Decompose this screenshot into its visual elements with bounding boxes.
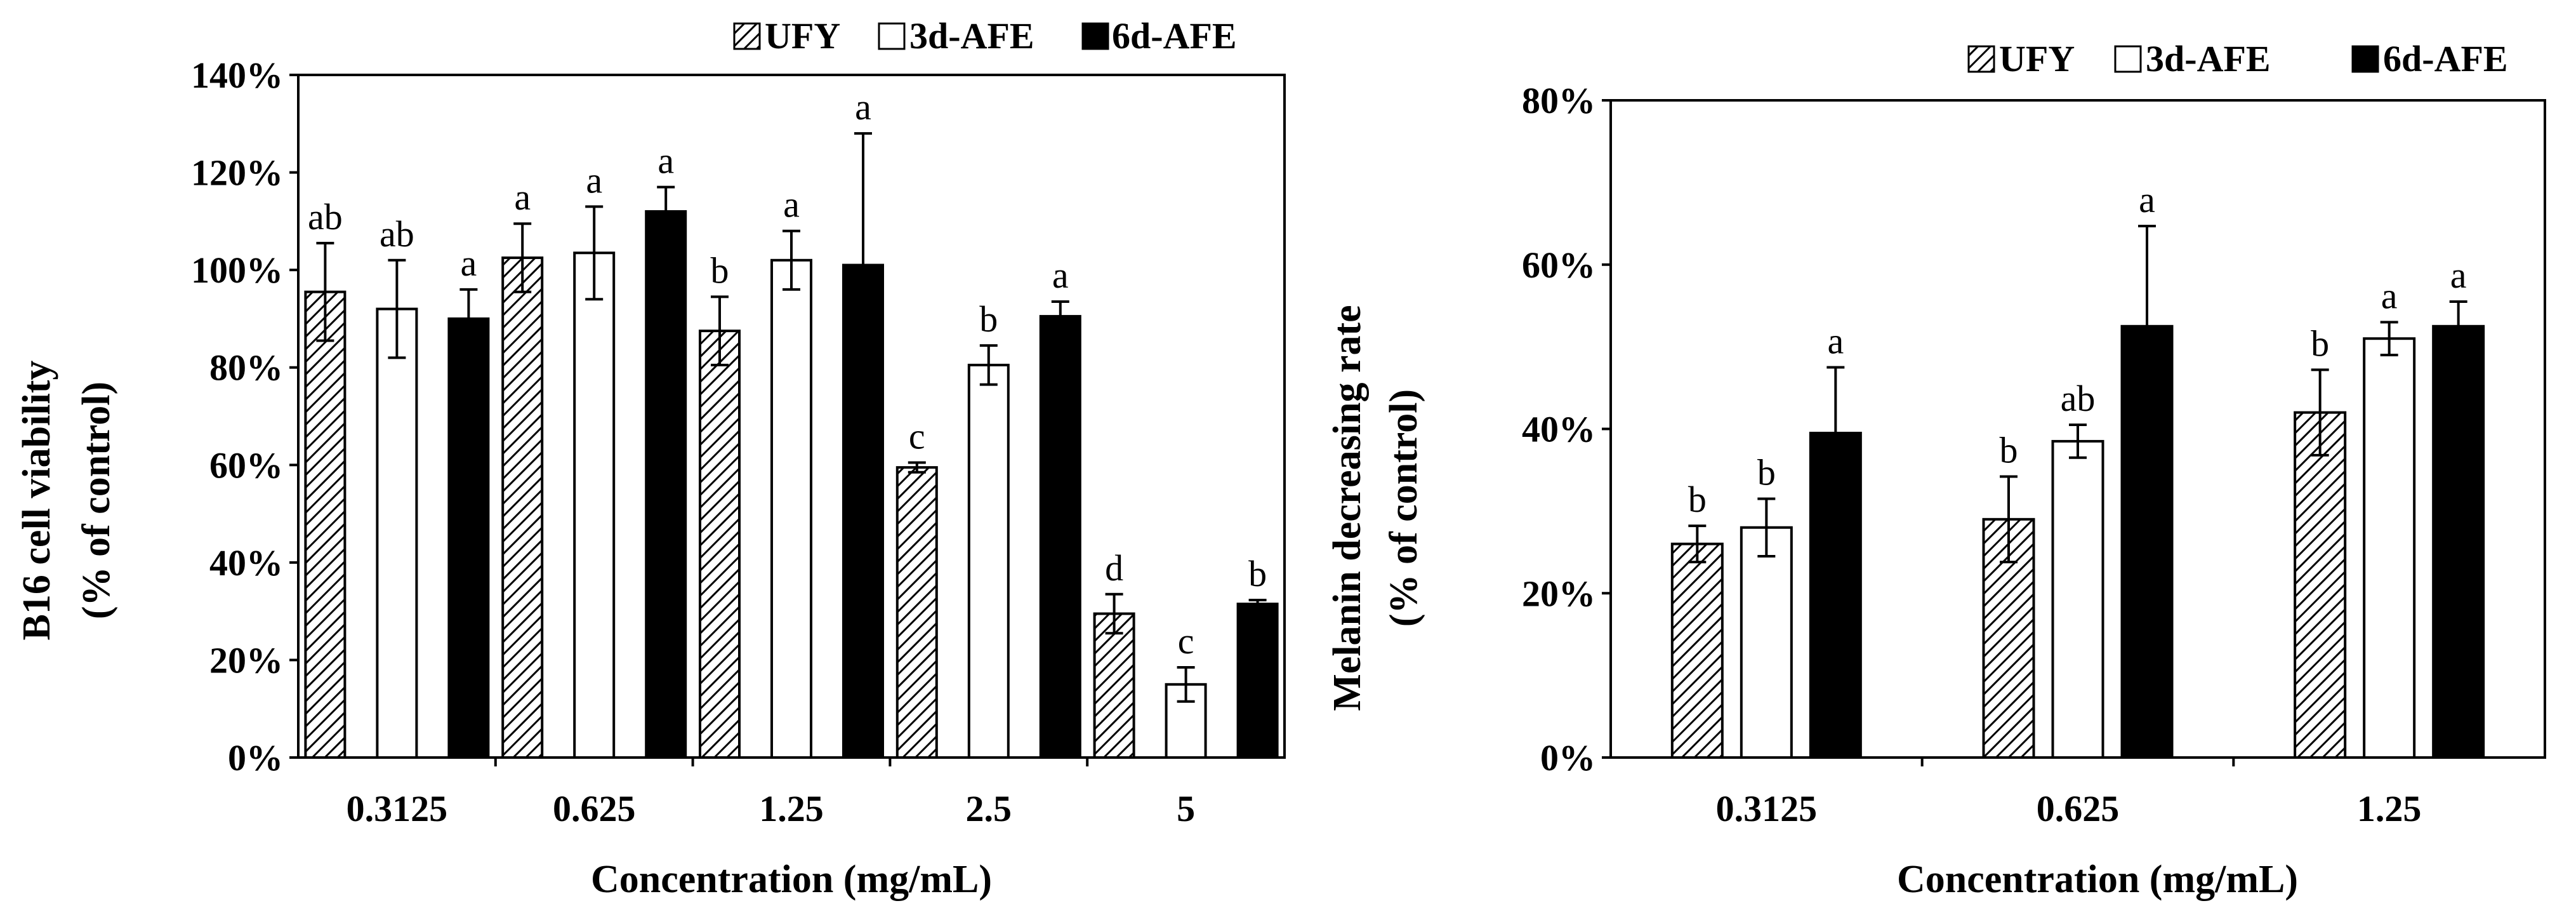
x-tick-label: 0.625 [2037, 788, 2120, 829]
y-tick-label: 60% [1522, 244, 1595, 286]
legend-swatch-3d-afe [2114, 45, 2142, 73]
y-tick-label: 0% [1540, 737, 1595, 778]
significance-letter-6d-afe: a [1827, 320, 1844, 361]
bar-ufy [1670, 542, 1724, 759]
significance-letter-6d-afe: b [1248, 553, 1267, 594]
legend-label-3d-afe: 3d-AFE [909, 15, 1034, 57]
significance-letter-ufy: b [711, 250, 729, 291]
legend-item-ufy: UFY [1967, 38, 2075, 79]
x-tick-label: 1.25 [2357, 788, 2422, 829]
x-axis-title: Concentration (mg/mL) [591, 858, 992, 901]
y-tick-label: 60% [209, 444, 283, 486]
significance-letter-3d-afe: c [1178, 620, 1194, 662]
significance-letter-ufy: b [2311, 323, 2329, 364]
cell-viability-chart: UFY 3d-AFE 6d-AFE B16 cell viability (% … [15, 15, 1286, 901]
y-tick-label: 120% [191, 152, 283, 194]
significance-letter-ufy: b [1688, 479, 1707, 520]
significance-letter-3d-afe: b [1757, 451, 1776, 493]
significance-letter-3d-afe: a [586, 159, 602, 201]
legend-item-ufy: UFY [733, 15, 840, 57]
y-tick-label: 40% [1522, 409, 1595, 450]
legend-label-6d-afe: 6d-AFE [1112, 15, 1237, 57]
bar-3d-afe [967, 363, 1010, 759]
significance-letter-3d-afe: a [783, 184, 800, 225]
legend-item-6d-afe: 6d-AFE [1081, 15, 1237, 57]
x-tick-label: 0.625 [553, 788, 636, 829]
x-tick-label: 0.3125 [1716, 788, 1818, 829]
legend: UFY 3d-AFE 6d-AFE [1967, 38, 2508, 79]
significance-letter-6d-afe: a [855, 86, 871, 128]
bar-3d-afe [376, 307, 418, 759]
x-axis-title: Concentration (mg/mL) [1897, 858, 2298, 901]
bar-6d-afe [1039, 315, 1081, 759]
y-axis-title-line2: (% of control) [1382, 389, 1425, 627]
legend-swatch-3d-afe [878, 22, 906, 50]
y-tick-label: 0% [228, 737, 283, 778]
significance-letter-3d-afe: ab [2061, 378, 2096, 419]
bar-6d-afe [645, 210, 687, 759]
melanin-decreasing-chart: UFY 3d-AFE 6d-AFE Melanin decreasing rat… [1326, 38, 2546, 901]
significance-letter-6d-afe: a [461, 243, 477, 284]
y-tick-label: 100% [191, 250, 283, 291]
legend-swatch-ufy [733, 22, 761, 50]
significance-letter-ufy: d [1105, 547, 1123, 589]
x-tick-label: 5 [1177, 788, 1195, 829]
significance-letter-ufy: b [2000, 430, 2018, 471]
significance-letter-3d-afe: ab [380, 213, 414, 255]
significance-letter-6d-afe: a [2139, 179, 2155, 220]
y-tick-label: 80% [1522, 80, 1595, 121]
legend-swatch-ufy [1967, 45, 1995, 73]
bar-3d-afe [770, 258, 812, 759]
y-tick-label: 40% [209, 542, 283, 584]
significance-letter-6d-afe: a [657, 140, 674, 182]
legend: UFY 3d-AFE 6d-AFE [733, 15, 1237, 57]
bar-6d-afe [447, 317, 490, 759]
legend-swatch-6d-afe [1081, 22, 1109, 50]
bar-ufy [304, 290, 347, 759]
legend-swatch-6d-afe [2351, 45, 2379, 73]
x-tick-label: 0.3125 [347, 788, 448, 829]
bar-ufy [699, 330, 741, 759]
bar-3d-afe [2363, 337, 2416, 759]
bar-3d-afe [573, 251, 616, 759]
bar-6d-afe [1236, 603, 1279, 759]
legend-item-6d-afe: 6d-AFE [2351, 38, 2508, 79]
legend-label-6d-afe: 6d-AFE [2383, 38, 2508, 79]
legend-item-3d-afe: 3d-AFE [2114, 38, 2271, 79]
bar-3d-afe [1740, 526, 1793, 759]
significance-letter-ufy: c [909, 415, 925, 457]
y-axis-title-line1: B16 cell viability [15, 361, 58, 641]
y-axis-title-line2: (% of control) [75, 382, 118, 619]
significance-letter-3d-afe: b [979, 298, 998, 340]
y-axis-title-line1: Melanin decreasing rate [1326, 305, 1369, 711]
significance-letter-ufy: ab [308, 196, 343, 237]
bar-ufy [895, 466, 938, 759]
y-tick-label: 80% [209, 347, 283, 389]
x-tick-label: 2.5 [966, 788, 1012, 829]
x-tick-label: 1.25 [759, 788, 824, 829]
bar-ufy [501, 256, 544, 759]
bar-ufy [2294, 411, 2347, 759]
legend-item-3d-afe: 3d-AFE [878, 15, 1034, 57]
legend-label-ufy: UFY [765, 15, 840, 57]
significance-letter-ufy: a [514, 177, 531, 218]
legend-label-ufy: UFY [1999, 38, 2075, 79]
y-tick-label: 140% [191, 55, 283, 96]
y-tick-label: 20% [209, 639, 283, 681]
bar-6d-afe [2432, 324, 2485, 759]
significance-letter-6d-afe: a [1052, 255, 1069, 296]
significance-letter-6d-afe: a [2450, 255, 2467, 296]
significance-letter-3d-afe: a [2381, 275, 2398, 316]
bar-ufy [1093, 612, 1135, 759]
legend-label-3d-afe: 3d-AFE [2146, 38, 2271, 79]
bar-3d-afe [2051, 439, 2104, 759]
y-tick-label: 20% [1522, 573, 1595, 614]
